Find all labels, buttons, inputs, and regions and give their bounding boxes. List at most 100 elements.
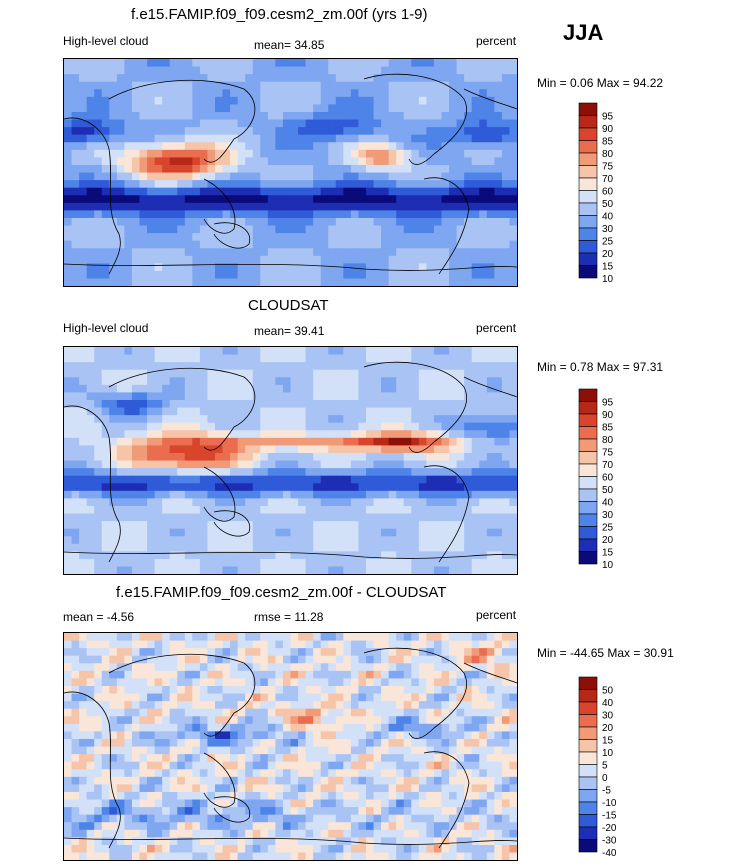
colorbar-tick-label: 20	[602, 535, 614, 546]
colorbar-tick-label: 75	[602, 162, 614, 173]
colorbar-tick-label: 40	[602, 498, 614, 509]
colorbar-tick-label: 40	[602, 212, 614, 223]
colorbar-swatch	[578, 240, 598, 254]
colorbar-swatch	[578, 165, 598, 179]
colorbar-tick-label: 80	[602, 435, 614, 446]
colorbar-tick-label: 30	[602, 510, 614, 521]
colorbar-swatch	[578, 814, 598, 828]
colorbar-tick-label: 15	[602, 262, 614, 273]
colorbar-swatch	[578, 152, 598, 166]
colorbar-tick-label: 40	[602, 698, 614, 709]
panel-3-title: f.e15.FAMIP.f09_f09.cesm2_zm.00f - CLOUD…	[116, 584, 447, 601]
colorbar-tick-label: 25	[602, 237, 614, 248]
colorbar-tick-label: -40	[602, 848, 617, 858]
coastline	[213, 222, 251, 249]
coastline	[463, 376, 517, 398]
colorbar-swatch	[578, 501, 598, 515]
contour-cells	[64, 59, 517, 286]
colorbar-swatch	[578, 551, 598, 565]
panel-2-variable-label: High-level cloud	[63, 321, 149, 335]
colorbar-swatch	[578, 190, 598, 204]
panel-3-units-label: percent	[476, 608, 517, 622]
colorbar-tick-label: 30	[602, 224, 614, 235]
colorbar-tick-label: 20	[602, 723, 614, 734]
panel-3-rmse-label: rmse = 11.28	[254, 610, 324, 624]
colorbar-tick-label: 85	[602, 137, 614, 148]
colorbar-tick-label: 25	[602, 523, 614, 534]
colorbar-swatch	[578, 102, 598, 116]
colorbar-swatch	[578, 513, 598, 527]
coastline	[108, 367, 256, 451]
colorbar-tick-label: 10	[602, 560, 614, 570]
coastline	[463, 88, 517, 110]
coastline	[213, 796, 251, 823]
coastlines	[64, 647, 517, 849]
colorbar-tick-label: 95	[602, 112, 614, 123]
panel-1-mean-label: mean= 34.85	[254, 38, 325, 52]
colorbar-tick-label: 50	[602, 199, 614, 210]
colorbar-swatch	[578, 426, 598, 440]
colorbar-tick-label: 5	[602, 761, 608, 772]
colorbar-swatch	[578, 115, 598, 129]
coastline	[203, 752, 236, 808]
colorbar-swatch	[578, 413, 598, 427]
coastlines	[64, 73, 517, 275]
coastline	[423, 465, 470, 563]
colorbar-swatch	[578, 538, 598, 552]
colorbar-tick-label: 10	[602, 748, 614, 759]
colorbar-tick-label: 90	[602, 410, 614, 421]
panel-1-colorbar: 95908580757060504030252015105	[578, 102, 614, 284]
colorbar-tick-label: 70	[602, 460, 614, 471]
colorbar-swatch	[578, 451, 598, 465]
colorbar-tick-label: 70	[602, 174, 614, 185]
coastline	[64, 837, 517, 845]
colorbar-tick-label: 30	[602, 711, 614, 722]
colorbar-tick-label: 85	[602, 423, 614, 434]
panel-3-contour-field	[64, 633, 517, 860]
colorbar-swatch	[578, 227, 598, 241]
colorbar-tick-label: -15	[602, 811, 617, 822]
panel-1-variable-label: High-level cloud	[63, 34, 149, 48]
coastline	[463, 662, 517, 684]
season-label: JJA	[563, 20, 604, 45]
colorbar-swatch	[578, 202, 598, 216]
colorbar-swatch	[578, 676, 598, 690]
colorbar-swatch	[578, 140, 598, 154]
coastline	[64, 263, 517, 271]
panel-2-units-label: percent	[476, 321, 517, 335]
panel-1-title: f.e15.FAMIP.f09_f09.cesm2_zm.00f (yrs 1-…	[131, 6, 428, 23]
coastline	[363, 361, 467, 453]
colorbar-tick-label: 60	[602, 473, 614, 484]
contour-cells	[64, 633, 517, 860]
colorbar-tick-label: 60	[602, 187, 614, 198]
colorbar-swatch	[578, 826, 598, 840]
colorbar-tick-label: 50	[602, 485, 614, 496]
coastline	[64, 117, 121, 275]
colorbar-tick-label: -30	[602, 836, 617, 847]
panel-3-map	[63, 632, 518, 861]
panel-2-minmax: Min = 0.78 Max = 97.31	[537, 360, 664, 374]
coastline	[423, 751, 470, 849]
coastline	[213, 510, 251, 537]
colorbar-tick-label: -5	[602, 786, 611, 797]
colorbar-swatch	[578, 789, 598, 803]
panel-3-mean-label: mean = -4.56	[63, 610, 135, 624]
colorbar-tick-label: 75	[602, 448, 614, 459]
colorbar-tick-label: 0	[602, 773, 608, 784]
coastline	[203, 178, 236, 234]
colorbar-swatch	[578, 526, 598, 540]
colorbar-swatch	[578, 215, 598, 229]
colorbar-tick-label: 95	[602, 398, 614, 409]
colorbar-swatch	[578, 801, 598, 815]
panel-2-map	[63, 346, 518, 575]
colorbar-swatch	[578, 764, 598, 778]
colorbar-tick-label: -20	[602, 823, 617, 834]
colorbar-swatch	[578, 776, 598, 790]
colorbar-tick-label: -10	[602, 798, 617, 809]
colorbar-swatch	[578, 739, 598, 753]
panel-2-title: CLOUDSAT	[248, 297, 329, 314]
colorbar-tick-label: 50	[602, 686, 614, 697]
coastlines	[64, 361, 517, 563]
colorbar-swatch	[578, 714, 598, 728]
panel-1-minmax: Min = 0.06 Max = 94.22	[537, 76, 664, 90]
